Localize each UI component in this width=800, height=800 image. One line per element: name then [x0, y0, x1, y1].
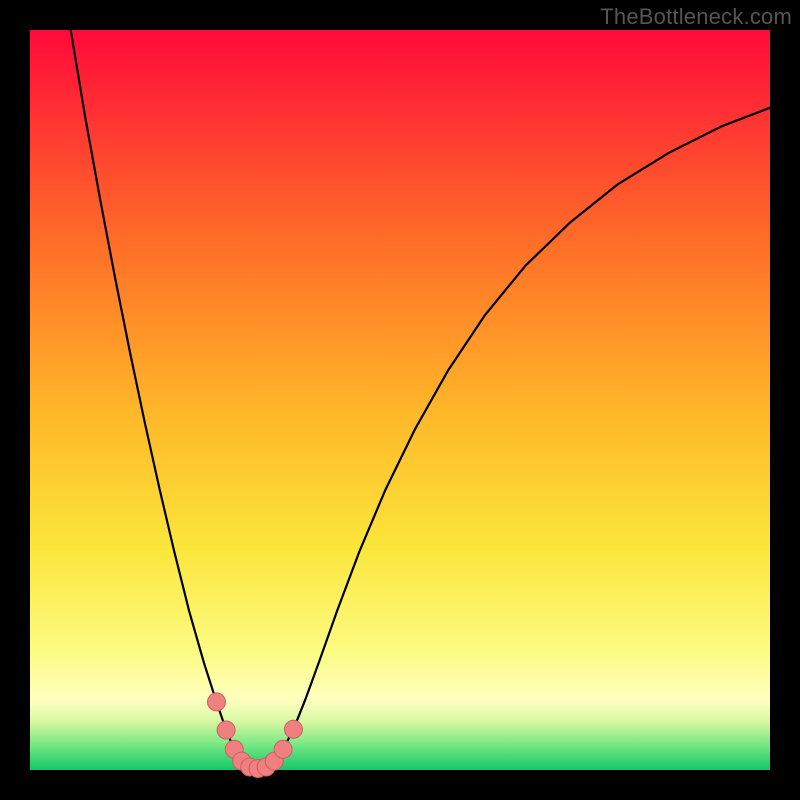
marker-point — [217, 721, 235, 739]
marker-point — [207, 693, 225, 711]
chart-canvas: TheBottleneck.com — [0, 0, 800, 800]
marker-point — [284, 720, 302, 738]
marker-point — [274, 740, 292, 758]
chart-svg — [0, 0, 800, 800]
watermark-text: TheBottleneck.com — [600, 4, 792, 30]
